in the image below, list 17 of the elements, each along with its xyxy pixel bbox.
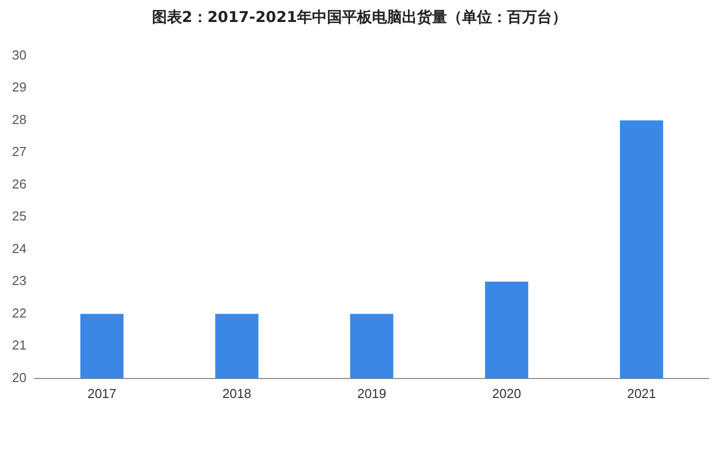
y-tick-label: 24 — [12, 240, 26, 256]
y-tick-label: 25 — [12, 208, 26, 224]
y-tick-label: 26 — [12, 176, 26, 192]
y-tick-label: 22 — [12, 305, 26, 320]
x-tick-label: 2017 — [87, 386, 116, 401]
x-tick-label: 2019 — [357, 386, 386, 401]
x-tick-label: 2018 — [222, 386, 252, 401]
y-tick-label: 20 — [12, 370, 26, 385]
x-tick-label: 2020 — [492, 386, 522, 401]
y-tick-label: 28 — [12, 112, 26, 127]
x-tick-label: 2021 — [627, 386, 656, 401]
y-tick-label: 21 — [12, 338, 26, 353]
chart-title: 图表2：2017-2021年中国平板电脑出货量（单位：百万台） — [150, 8, 568, 27]
y-tick-label: 27 — [12, 144, 26, 160]
y-tick-label: 23 — [12, 273, 26, 288]
y-tick-label: 30 — [12, 47, 26, 62]
y-tick-label: 29 — [12, 80, 26, 95]
